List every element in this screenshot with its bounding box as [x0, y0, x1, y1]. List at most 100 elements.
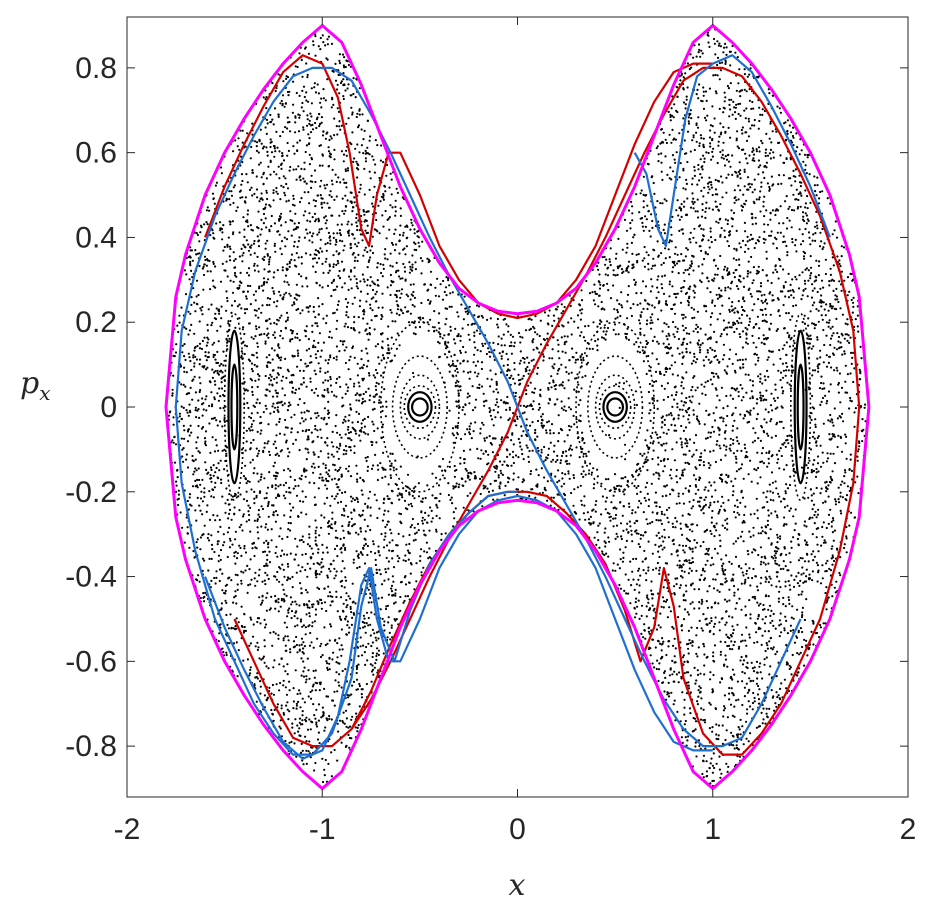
scatter-point: [293, 152, 296, 155]
scatter-point: [726, 716, 730, 719]
scatter-point: [581, 308, 584, 311]
scatter-point: [319, 238, 322, 241]
scatter-point: [275, 186, 278, 190]
scatter-point: [203, 437, 207, 440]
scatter-point: [682, 271, 685, 274]
scatter-point: [630, 529, 633, 532]
scatter-point: [286, 553, 289, 556]
scatter-point: [811, 322, 814, 325]
scatter-point: [808, 415, 811, 418]
scatter-point: [646, 596, 649, 599]
scatter-point: [357, 164, 360, 167]
scatter-point: [736, 145, 739, 148]
scatter-point: [792, 617, 795, 620]
scatter-point: [180, 383, 183, 386]
scatter-point: [630, 584, 633, 587]
scatter-point: [254, 571, 257, 574]
scatter-point: [202, 288, 205, 291]
scatter-point: [745, 157, 748, 160]
scatter-point: [384, 571, 388, 574]
scatter-point: [717, 144, 720, 147]
scatter-point: [734, 269, 737, 272]
scatter-point: [781, 392, 784, 395]
scatter-point: [797, 559, 801, 562]
scatter-point: [304, 362, 307, 365]
scatter-point: [801, 611, 804, 614]
scatter-point: [273, 708, 276, 712]
scatter-point: [627, 209, 631, 212]
scatter-point: [748, 677, 751, 680]
scatter-point: [405, 245, 408, 248]
scatter-point: [331, 183, 334, 186]
scatter-point: [459, 389, 462, 392]
scatter-point: [266, 150, 269, 153]
scatter-point: [271, 713, 274, 716]
scatter-point: [724, 289, 727, 292]
scatter-point: [724, 658, 728, 661]
scatter-point: [387, 352, 390, 355]
scatter-point: [714, 53, 717, 56]
scatter-point: [284, 686, 287, 689]
scatter-point: [313, 769, 316, 772]
scatter-point: [733, 330, 736, 334]
scatter-point: [655, 380, 658, 383]
scatter-point: [414, 333, 417, 336]
scatter-point: [229, 203, 232, 206]
scatter-point: [686, 197, 689, 200]
scatter-point: [302, 110, 305, 113]
scatter-point: [637, 345, 641, 348]
scatter-point: [296, 141, 299, 144]
scatter-point: [381, 476, 384, 479]
scatter-point: [775, 675, 778, 678]
scatter-point: [399, 581, 403, 584]
scatter-point: [624, 476, 627, 479]
scatter-point: [713, 304, 717, 307]
scatter-point: [795, 132, 798, 135]
scatter-point: [363, 625, 366, 628]
scatter-point: [741, 663, 745, 666]
scatter-point: [324, 371, 327, 374]
scatter-point: [717, 44, 721, 47]
scatter-point: [732, 100, 735, 103]
scatter-point: [333, 547, 337, 551]
scatter-point: [691, 192, 694, 195]
scatter-point: [382, 652, 385, 655]
scatter-point: [783, 629, 786, 632]
scatter-point: [819, 626, 823, 629]
scatter-point: [686, 160, 689, 164]
scatter-point: [259, 161, 262, 164]
scatter-point: [208, 422, 211, 425]
scatter-point: [267, 278, 270, 281]
scatter-point: [677, 337, 681, 341]
scatter-point: [335, 238, 338, 241]
scatter-point: [490, 418, 494, 421]
scatter-point: [336, 759, 339, 762]
scatter-point: [210, 303, 213, 306]
scatter-point: [306, 728, 310, 731]
scatter-point: [682, 549, 685, 552]
scatter-point: [804, 287, 807, 290]
scatter-point: [398, 252, 401, 255]
scatter-point: [282, 175, 285, 178]
scatter-point: [389, 528, 392, 531]
scatter-point: [216, 361, 220, 365]
scatter-point: [795, 250, 798, 253]
scatter-point: [711, 193, 714, 197]
scatter-point: [375, 571, 378, 574]
scatter-point: [478, 386, 481, 390]
scatter-point: [708, 701, 711, 705]
scatter-point: [267, 546, 270, 549]
scatter-point: [247, 504, 250, 507]
scatter-point: [327, 585, 330, 588]
scatter-point: [690, 583, 693, 586]
scatter-point: [678, 408, 682, 411]
scatter-point: [183, 366, 186, 369]
scatter-point: [372, 423, 375, 426]
scatter-point: [788, 602, 791, 606]
scatter-point: [313, 466, 316, 469]
scatter-point: [717, 221, 720, 224]
scatter-point: [274, 594, 277, 598]
scatter-point: [569, 408, 573, 411]
scatter-point: [735, 699, 738, 702]
scatter-point: [468, 431, 471, 434]
